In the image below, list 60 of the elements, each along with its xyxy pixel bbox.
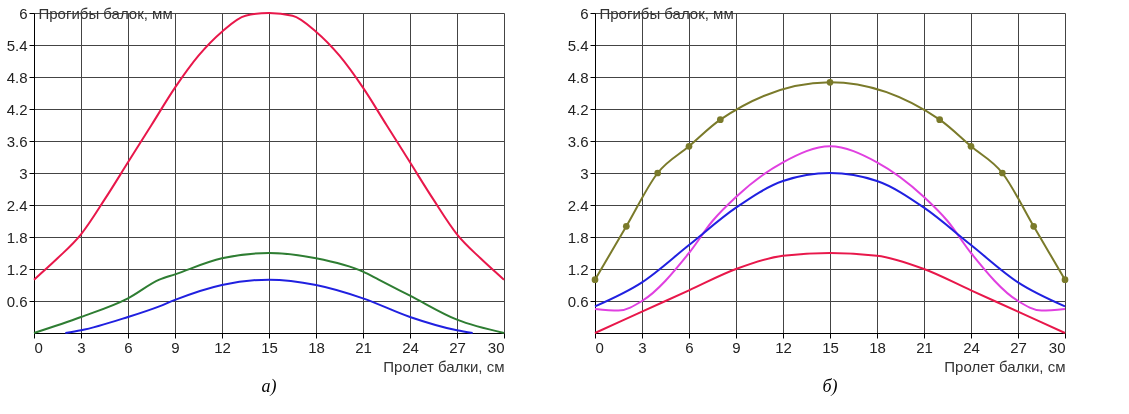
x-tick-label: 9 <box>171 338 180 356</box>
point <box>591 276 599 284</box>
x-tick-label: 21 <box>355 338 372 356</box>
x-tick-label: 0 <box>595 338 604 356</box>
point <box>826 78 834 86</box>
point <box>1061 276 1069 284</box>
x-tick-label: 30 <box>487 338 505 356</box>
x-tick-label: 3 <box>77 338 86 356</box>
y-tick-label: 0.6 <box>567 292 589 310</box>
x-tick-label: 12 <box>214 338 231 356</box>
y-tick-label: 3 <box>580 164 589 182</box>
x-tick-label: 18 <box>308 338 325 356</box>
point <box>936 116 944 124</box>
y-tick-label: 6 <box>19 4 28 22</box>
text: а) <box>261 376 277 397</box>
y-tick-label: 4.2 <box>567 100 589 118</box>
x-tick-label: 27 <box>1010 338 1027 356</box>
x-axis-title: Пролет балки, см <box>383 357 505 375</box>
y-tick-label: 3.6 <box>567 132 589 150</box>
x-tick-label: 9 <box>732 338 741 356</box>
y-tick-label: 3.6 <box>6 132 28 150</box>
x-tick-label: 24 <box>963 338 980 356</box>
line-series <box>64 278 474 334</box>
x-axis-title: Пролет балки, см <box>944 357 1066 375</box>
y-tick-label: 4.8 <box>6 68 28 86</box>
y-tick-label: 1.2 <box>567 260 589 278</box>
y-tick-label: 4.8 <box>567 68 589 86</box>
y-tick-label: 1.2 <box>6 260 28 278</box>
y-tick-label: 6 <box>580 4 589 22</box>
x-tick-label: 15 <box>822 338 839 356</box>
point <box>654 169 662 177</box>
x-tick-label: 21 <box>916 338 933 356</box>
y-tick-label: 5.4 <box>6 36 28 54</box>
x-tick-label: 6 <box>685 338 694 356</box>
x-tick-label: 6 <box>124 338 133 356</box>
y-tick-label: 2.4 <box>567 196 589 214</box>
line-series <box>594 172 1066 308</box>
x-tick-label: 27 <box>449 338 466 356</box>
text: б) <box>822 376 838 397</box>
point <box>716 116 724 124</box>
line-series <box>594 145 1066 312</box>
y-tick-label: 0.6 <box>6 292 28 310</box>
y-tick-label: 4.2 <box>6 100 28 118</box>
y-tick-label: 5.4 <box>567 36 589 54</box>
x-tick-label: 24 <box>402 338 419 356</box>
y-tick-label: 1.8 <box>567 228 589 246</box>
x-tick-label: 12 <box>775 338 792 356</box>
y-tick-label: 1.8 <box>6 228 28 246</box>
point <box>685 142 693 150</box>
y-tick-label: 3 <box>19 164 28 182</box>
x-tick-label: 0 <box>34 338 43 356</box>
y-tick-label: 2.4 <box>6 196 28 214</box>
x-tick-label: 30 <box>1048 338 1066 356</box>
point <box>998 169 1006 177</box>
point <box>967 142 975 150</box>
x-tick-label: 3 <box>638 338 647 356</box>
x-tick-label: 18 <box>869 338 886 356</box>
point <box>622 222 630 230</box>
x-tick-label: 15 <box>261 338 278 356</box>
point <box>1030 222 1038 230</box>
